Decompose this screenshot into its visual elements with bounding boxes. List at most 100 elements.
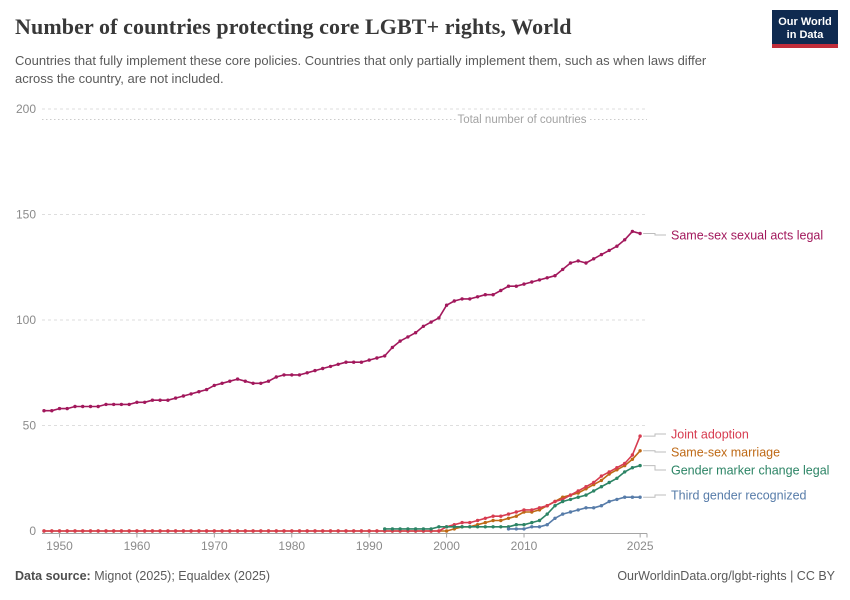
- series-point-gender_marker: [429, 527, 433, 531]
- series-point-adoption: [506, 512, 511, 516]
- x-tick-label: 1990: [356, 539, 383, 553]
- series-point-adoption: [615, 466, 619, 470]
- series-point-acts_legal: [367, 358, 371, 362]
- series-point-third_gender: [584, 506, 588, 510]
- series-point-adoption: [228, 529, 232, 533]
- series-point-acts_legal: [297, 373, 302, 377]
- y-tick-label: 100: [16, 313, 36, 327]
- series-point-acts_legal: [623, 238, 627, 242]
- series-label-acts_legal[interactable]: Same-sex sexual acts legal: [671, 229, 823, 243]
- series-label-connector-marriage: [643, 450, 666, 453]
- series-point-acts_legal: [359, 360, 364, 364]
- series-point-acts_legal: [212, 383, 216, 388]
- series-line-adoption[interactable]: [44, 435, 641, 532]
- series-label-third_gender[interactable]: Third gender recognized: [671, 489, 807, 503]
- series-point-acts_legal: [166, 398, 170, 402]
- series-point-acts_legal: [119, 402, 124, 407]
- series-point-acts_legal: [259, 381, 263, 385]
- series-point-adoption: [321, 529, 325, 533]
- series-point-adoption: [475, 518, 480, 523]
- owid-logo-line2: in Data: [786, 29, 824, 41]
- series-point-gender_marker: [413, 527, 418, 531]
- series-point-adoption: [127, 529, 131, 533]
- series-point-adoption: [630, 453, 635, 457]
- series-point-adoption: [623, 461, 627, 466]
- series-point-adoption: [143, 529, 147, 533]
- series-label-gender_marker[interactable]: Gender marker change legal: [671, 464, 829, 478]
- series-point-gender_marker: [576, 495, 580, 499]
- series-point-adoption: [638, 434, 642, 438]
- series-point-adoption: [344, 529, 348, 533]
- x-tick-label: 2010: [511, 539, 538, 553]
- series-point-gender_marker: [444, 525, 449, 529]
- series-line-marriage[interactable]: [44, 450, 641, 532]
- series-line-gender_marker[interactable]: [384, 464, 641, 530]
- series-point-adoption: [181, 529, 186, 533]
- series-point-marriage: [630, 457, 635, 461]
- series-point-adoption: [607, 470, 611, 474]
- series-line-acts_legal[interactable]: [44, 230, 641, 412]
- series-point-acts_legal: [313, 368, 317, 373]
- data-source-label: Data source:: [15, 569, 91, 583]
- series-point-adoption: [336, 529, 340, 533]
- series-point-acts_legal: [545, 276, 549, 280]
- series-point-acts_legal: [460, 297, 464, 301]
- series-point-adoption: [375, 529, 379, 533]
- y-tick-label: 50: [23, 419, 37, 433]
- series-point-gender_marker: [599, 485, 604, 489]
- y-tick-label: 200: [16, 102, 36, 116]
- series-point-adoption: [537, 506, 542, 510]
- chart-subtitle: Countries that fully implement these cor…: [15, 53, 707, 87]
- data-source-text: Mignot (2025); Equaldex (2025): [90, 569, 271, 583]
- series-point-acts_legal: [352, 360, 356, 364]
- series-point-acts_legal: [607, 248, 611, 253]
- series-point-gender_marker: [390, 527, 395, 531]
- series-point-acts_legal: [483, 293, 487, 297]
- series-point-acts_legal: [499, 288, 503, 293]
- series-point-acts_legal: [383, 354, 387, 358]
- series-point-adoption: [352, 529, 356, 533]
- series-point-acts_legal: [112, 402, 116, 407]
- y-tick-label: 0: [29, 524, 36, 538]
- series-point-adoption: [437, 529, 441, 533]
- series-point-adoption: [584, 485, 588, 489]
- series-point-gender_marker: [406, 527, 410, 531]
- series-point-gender_marker: [607, 480, 611, 485]
- series-point-adoption: [158, 529, 162, 533]
- series-point-third_gender: [623, 495, 627, 499]
- series-point-acts_legal: [282, 373, 286, 377]
- series-point-marriage: [444, 529, 449, 533]
- series-point-acts_legal: [421, 324, 426, 328]
- series-point-acts_legal: [437, 316, 441, 320]
- series-point-adoption: [491, 514, 495, 518]
- y-tick-label: 150: [16, 208, 36, 222]
- series-point-adoption: [189, 529, 193, 533]
- series-point-acts_legal: [290, 373, 294, 377]
- series-point-adoption: [553, 499, 557, 504]
- series-point-acts_legal: [530, 280, 534, 284]
- series-point-adoption: [104, 529, 108, 533]
- series-point-gender_marker: [452, 525, 456, 529]
- series-point-acts_legal: [615, 244, 619, 248]
- series-point-acts_legal: [592, 257, 596, 261]
- x-tick-label: 2025: [627, 539, 654, 553]
- series-point-third_gender: [522, 527, 526, 531]
- series-point-acts_legal: [491, 293, 495, 297]
- series-point-adoption: [545, 504, 549, 508]
- series-label-marriage[interactable]: Same-sex marriage: [671, 446, 780, 460]
- series-point-acts_legal: [561, 267, 565, 272]
- series-point-adoption: [173, 529, 178, 533]
- series-point-third_gender: [630, 495, 635, 499]
- series-point-acts_legal: [375, 356, 379, 360]
- series-point-adoption: [65, 529, 69, 533]
- series-point-marriage: [599, 478, 604, 483]
- series-point-gender_marker: [460, 525, 464, 529]
- series-point-gender_marker: [398, 527, 402, 531]
- series-label-adoption[interactable]: Joint adoption: [671, 428, 749, 442]
- series-point-acts_legal: [553, 274, 557, 278]
- series-point-acts_legal: [452, 299, 456, 303]
- series-point-marriage: [499, 518, 503, 523]
- series-point-acts_legal: [243, 379, 247, 383]
